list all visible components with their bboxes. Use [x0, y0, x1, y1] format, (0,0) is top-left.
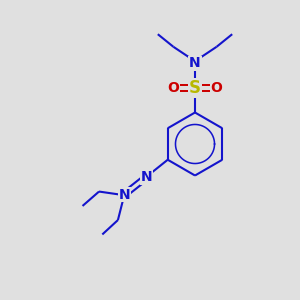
Text: S: S — [189, 79, 201, 97]
Text: N: N — [119, 188, 130, 202]
Text: N: N — [189, 56, 201, 70]
Text: N: N — [140, 170, 152, 184]
Text: O: O — [211, 81, 223, 95]
Text: O: O — [167, 81, 179, 95]
